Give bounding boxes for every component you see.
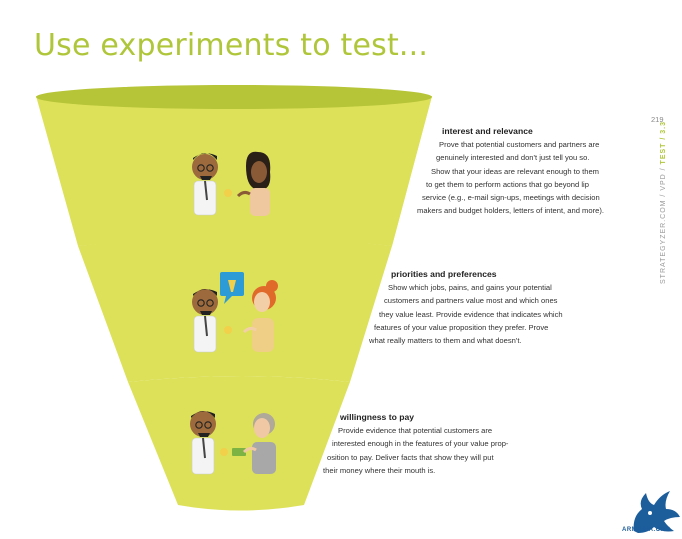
section-priorities-preferences: priorities and preferences Show which jo… xyxy=(369,268,609,347)
section-line: features of your value proposition they … xyxy=(374,322,549,332)
side-label-prefix: STRATEGYZER.COM / VPD / xyxy=(660,164,667,284)
section-line: Prove that potential customers and partn… xyxy=(439,140,600,150)
funnel-tier-3 xyxy=(128,376,350,511)
section-heading: willingness to pay xyxy=(340,412,415,422)
funnel-rim xyxy=(36,85,432,109)
section-heading: interest and relevance xyxy=(442,126,533,136)
section-line: Show that your ideas are relevant enough… xyxy=(431,166,600,176)
section-line: osition to pay. Deliver facts that show … xyxy=(327,452,494,462)
page-title: Use experiments to test... xyxy=(34,28,429,63)
section-line: interested enough in the features of you… xyxy=(332,439,509,449)
section-willingness-to-pay: willingness to pay Provide evidence that… xyxy=(323,411,563,477)
page-number: 219 xyxy=(651,115,664,124)
two-people-idea-bubble-icon xyxy=(192,272,278,353)
logo-text: ARMASIA.ORG xyxy=(622,527,671,533)
section-heading: priorities and preferences xyxy=(391,269,497,279)
section-line: customers and partners value most and wh… xyxy=(384,296,558,306)
section-line: what really matters to them and what doe… xyxy=(369,336,522,346)
section-line: service (e.g., e-mail sign-ups, meetings… xyxy=(422,193,600,203)
phoenix-logo-icon xyxy=(633,491,680,533)
funnel-tier-2 xyxy=(78,238,392,382)
two-people-talking-icon xyxy=(192,151,271,216)
section-line: Provide evidence that potential customer… xyxy=(338,426,493,436)
section-line: genuinely interested and don't just tell… xyxy=(436,153,590,163)
section-line: Show which jobs, pains, and gains your p… xyxy=(388,283,552,293)
two-people-money-exchange-icon xyxy=(190,411,276,475)
section-line: their money where their mouth is. xyxy=(323,465,436,475)
section-line: they value least. Provide evidence that … xyxy=(379,309,563,319)
section-interest-relevance: interest and relevance Prove that potent… xyxy=(417,125,650,217)
side-label-accent: TEST / 3.3 xyxy=(660,120,667,165)
section-line: makers and budget holders, letters of in… xyxy=(417,206,604,216)
side-label: STRATEGYZER.COM / VPD / TEST / 3.3 xyxy=(660,121,667,284)
section-line: to get them to perform actions that go b… xyxy=(426,179,589,189)
